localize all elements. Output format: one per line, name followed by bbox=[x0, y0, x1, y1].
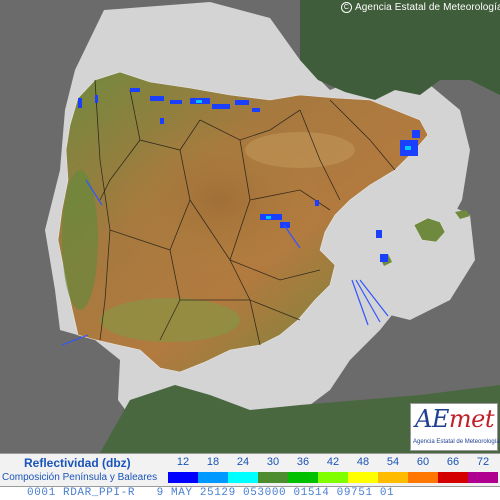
aemet-logo-word: AEmet bbox=[415, 405, 494, 433]
reflectivity-legend: Reflectividad (dbz) Composición Penínsul… bbox=[0, 453, 500, 487]
legend-swatch-42 bbox=[318, 472, 348, 483]
aemet-logo-subtitle: Agencia Estatal de Meteorología bbox=[413, 439, 500, 445]
legend-swatch-12 bbox=[168, 472, 198, 483]
legend-title: Reflectividad (dbz) bbox=[24, 456, 131, 470]
legend-swatch-36 bbox=[288, 472, 318, 483]
legend-swatch-18 bbox=[198, 472, 228, 483]
legend-label-18: 18 bbox=[206, 456, 220, 468]
north-africa-land bbox=[100, 385, 500, 453]
legend-color-bar bbox=[168, 472, 498, 483]
mallorca-island bbox=[413, 217, 446, 243]
legend-label-54: 54 bbox=[386, 456, 400, 468]
copyright-c-icon: C bbox=[341, 2, 352, 13]
menorca-island bbox=[455, 210, 470, 219]
legend-label-24: 24 bbox=[236, 456, 250, 468]
legend-swatch-48 bbox=[348, 472, 378, 483]
legend-label-60: 60 bbox=[416, 456, 430, 468]
legend-label-72: 72 bbox=[476, 456, 490, 468]
legend-swatch-72 bbox=[468, 472, 498, 483]
france-land bbox=[300, 0, 500, 100]
aemet-logo: AEmet Agencia Estatal de Meteorología bbox=[410, 403, 500, 451]
legend-swatch-54 bbox=[378, 472, 408, 483]
legend-label-66: 66 bbox=[446, 456, 460, 468]
legend-label-30: 30 bbox=[266, 456, 280, 468]
product-info-footer: 0001 RDAR_PPI-R 9 MAY 25129 053000 01514… bbox=[0, 486, 500, 500]
legend-swatch-30 bbox=[258, 472, 288, 483]
central-plateau bbox=[110, 120, 330, 280]
legend-swatch-66 bbox=[438, 472, 468, 483]
legend-swatch-60 bbox=[408, 472, 438, 483]
balearic-coverage bbox=[345, 190, 475, 320]
legend-swatch-24 bbox=[228, 472, 258, 483]
legend-label-12: 12 bbox=[176, 456, 190, 468]
legend-label-48: 48 bbox=[356, 456, 370, 468]
legend-scale-labels: 12 18 24 30 36 42 48 54 60 66 72 bbox=[168, 456, 498, 470]
ebro-valley bbox=[245, 132, 355, 168]
product-info-text: 0001 RDAR_PPI-R 9 MAY 25129 053000 01514… bbox=[27, 487, 395, 499]
legend-label-36: 36 bbox=[296, 456, 310, 468]
legend-label-42: 42 bbox=[326, 456, 340, 468]
radar-map bbox=[45, 0, 500, 453]
copyright-text: Agencia Estatal de Meteorología bbox=[355, 2, 500, 13]
legend-subtitle: Composición Península y Baleares bbox=[2, 472, 158, 483]
region-borders bbox=[94, 79, 396, 346]
portugal-coast-green bbox=[62, 170, 98, 310]
echo-highlights bbox=[196, 100, 411, 219]
copyright-notice: C Agencia Estatal de Meteorología bbox=[341, 2, 500, 13]
radar-spike-artifacts bbox=[61, 179, 389, 346]
